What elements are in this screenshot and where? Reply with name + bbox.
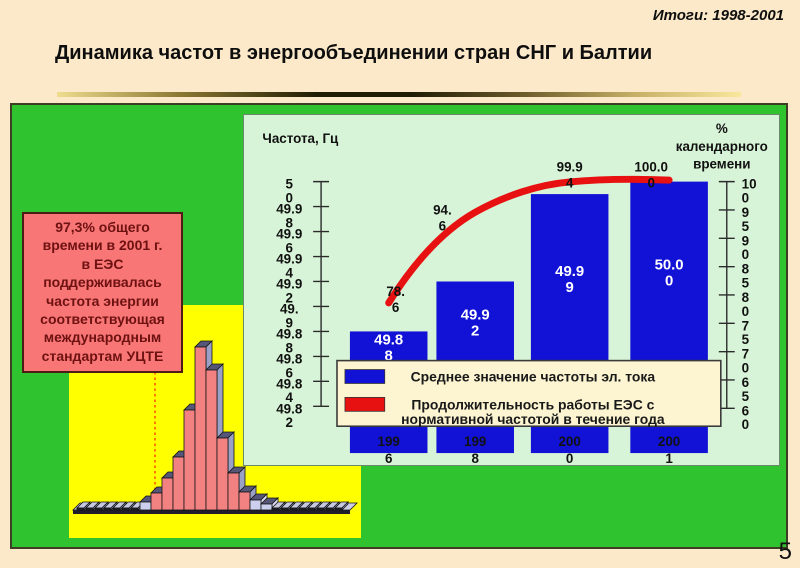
right-axis-tick-label: 9 [742,205,749,220]
legend: Среднее значение частоты эл. тока Продолж… [336,359,722,428]
left-axis-tick-label: 8 [286,215,294,230]
right-axis-tick-label: 10 [742,177,757,192]
axes: 5049.9849.9649.9449.9249.949.8849.8649.8… [276,177,756,433]
right-axis-tick-label: 7 [742,347,749,362]
left-axis-tick-label: 6 [286,365,293,380]
right-axis-tick-label: 5 [742,389,750,404]
bar-value-label: 2 [471,323,479,339]
chart-panel: 5 0 49.9 8 49.9 6 49.9 4 49.9 2 49. 9 49.8 8 49.8 6 49.8… [243,114,780,466]
right-axis-tick-label: 9 [742,233,749,248]
left-axis-tick-label: 49.8 [276,401,303,416]
line-value-label: 0 [647,176,654,191]
line-value-label: 99.9 [557,160,583,175]
right-axis-tick-label: 5 [742,276,750,291]
right-axis-tick-label: 0 [742,361,749,376]
distribution-histogram [72,340,358,514]
right-axis-title: календарного [676,139,768,154]
callout-box: 97,3% общего времени в 2001 г. в ЕЭС под… [22,212,183,373]
legend-swatch-line [344,396,386,412]
left-axis-tick-label: 49.9 [276,227,302,242]
left-axis-tick-label: 5 [286,177,294,192]
left-axis-tick-label: 49.8 [276,376,303,391]
left-axis-tick-label: 49.9 [276,251,302,266]
bar-value-label: 49.9 [555,264,584,280]
left-axis-tick-label: 2 [286,415,293,430]
line-value-label: 94. [433,202,452,217]
callout-text: 97,3% общего времени в 2001 г. в ЕЭС под… [40,219,165,364]
slide-kicker: Итоги: 1998-2001 [652,7,784,24]
left-axis-title: Частота, Гц [262,131,339,146]
left-axis-tick-label: 6 [286,240,293,255]
legend-box [336,359,722,428]
main-chart: 5049.9849.9649.9449.9249.949.8849.8649.8… [262,121,768,465]
left-axis-tick-label: 9 [286,315,293,330]
content-panel: 5 0 49.9 8 49.9 6 49.9 4 49.9 2 49. 9 49.8 8 49.8 6 49.8… [10,103,788,549]
legend-label-line: нормативной частотой в течение года [401,411,665,427]
left-axis-tick-label: 49.8 [276,326,303,341]
right-axis-tick-label: 6 [742,403,749,418]
bar-value-label: 8 [385,348,393,364]
right-axis-tick-label: 6 [742,375,749,390]
line-value-label: 4 [566,176,574,191]
x-axis-label: 200 [658,434,680,449]
left-axis-tick-label: 0 [286,191,293,206]
right-axis-tick-label: 8 [742,290,750,305]
bar-value-label: 49.9 [461,308,490,324]
title-separator-line [57,92,741,97]
histogram-floor-front [73,510,350,514]
x-axis-label: 6 [385,451,392,465]
left-axis-tick-label: 4 [286,265,294,280]
left-axis-tick-label: 2 [286,290,293,305]
right-axis-tick-label: 0 [742,417,749,432]
x-axis-label: 200 [558,434,580,449]
x-axis-label: 1 [665,451,673,465]
bar-value-label: 50.0 [655,258,684,274]
line-value-label: 78. [386,284,405,299]
left-axis-tick-label: 49.9 [276,202,302,217]
line-series [385,175,673,307]
right-axis-tick-label: 0 [742,247,749,262]
x-axis-label: 199 [378,434,400,449]
bar-value-label: 49.8 [374,333,403,349]
x-axis-label: 8 [471,451,479,465]
left-axis-tick-label: 8 [286,340,294,355]
bar-value-label: 0 [665,274,673,290]
right-axis-tick-label: 5 [742,219,750,234]
right-axis-tick-label: 8 [742,262,750,277]
right-axis-tick-label: 0 [742,191,749,206]
right-axis-tick-label: 7 [742,318,749,333]
right-axis-title: времени [693,157,750,172]
right-axis-tick-label: 5 [742,332,750,347]
legend-label-bar: Среднее значение частоты эл. тока [411,368,656,384]
page-title: Динамика частот в энергообъединении стра… [55,42,653,64]
histogram-bin-flat [334,501,349,511]
left-axis-tick-label: 4 [286,390,294,405]
left-axis-tick-label: 49. [280,301,299,316]
line-value-label: 6 [392,300,399,315]
histogram-bin-flat [271,501,286,511]
left-axis-tick-label: 49.8 [276,351,303,366]
bar-value-label: 9 [566,280,574,296]
right-axis-tick-label: 0 [742,304,749,319]
line-value-label: 100.0 [634,160,668,175]
legend-swatch-bar [344,369,386,384]
x-axis-label: 199 [464,434,486,449]
line-value-label: 6 [439,218,446,233]
right-axis-title: % [716,121,728,136]
left-axis-tick-label: 49.9 [276,276,302,291]
legend-label-line: Продолжительность работы ЕЭС с [411,396,654,412]
x-axis-label: 0 [566,451,573,465]
page-number: 5 [778,538,792,565]
